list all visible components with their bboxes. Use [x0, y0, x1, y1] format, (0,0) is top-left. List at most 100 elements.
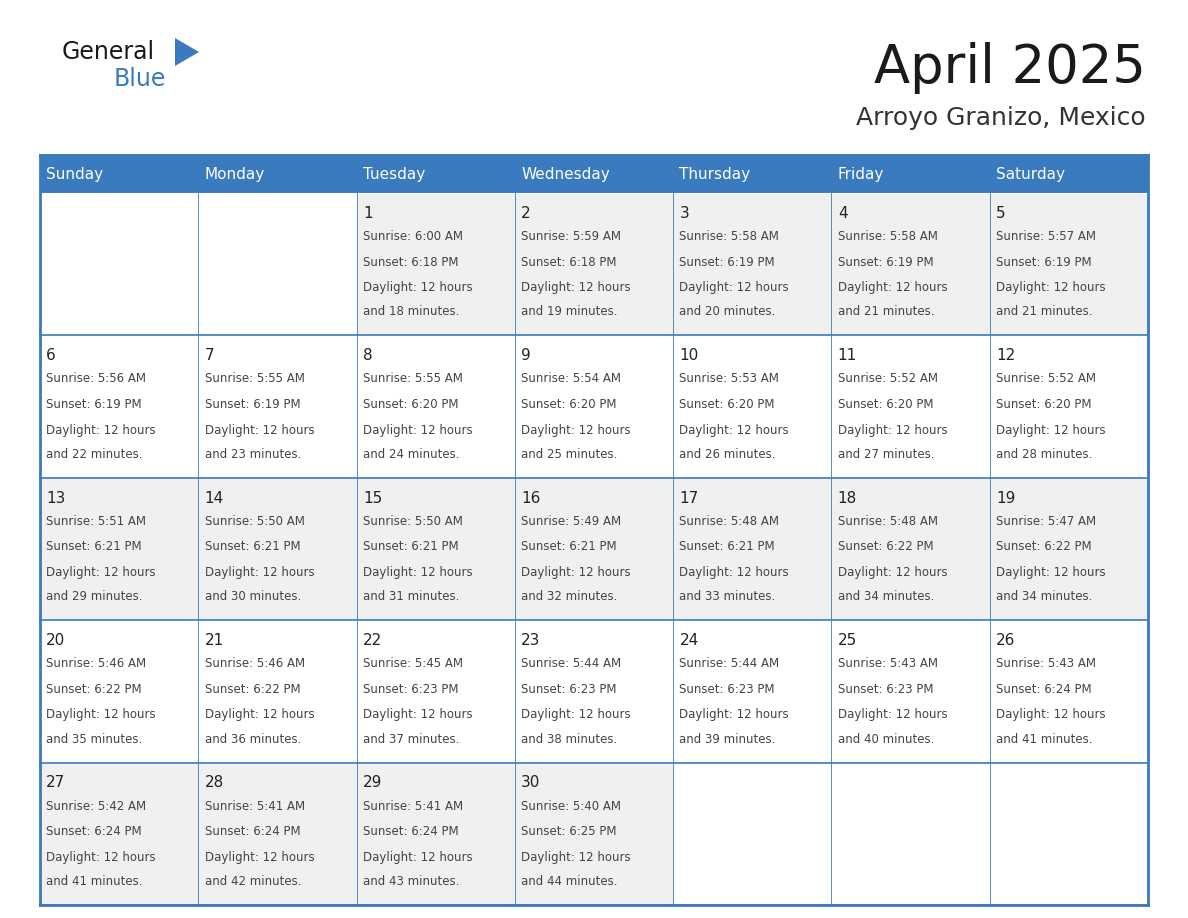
Text: 13: 13: [46, 490, 65, 506]
Text: Daylight: 12 hours: Daylight: 12 hours: [996, 281, 1106, 295]
Text: Daylight: 12 hours: Daylight: 12 hours: [204, 851, 315, 864]
Text: Friday: Friday: [838, 166, 884, 182]
Text: Daylight: 12 hours: Daylight: 12 hours: [362, 424, 473, 437]
Text: Sunrise: 5:52 AM: Sunrise: 5:52 AM: [838, 373, 937, 386]
Text: 22: 22: [362, 633, 383, 648]
Bar: [198, 763, 356, 905]
Text: Sunset: 6:23 PM: Sunset: 6:23 PM: [362, 683, 459, 696]
Text: Sunset: 6:19 PM: Sunset: 6:19 PM: [204, 398, 301, 411]
Text: and 24 minutes.: and 24 minutes.: [362, 448, 460, 461]
Text: 15: 15: [362, 490, 383, 506]
Text: and 35 minutes.: and 35 minutes.: [46, 733, 143, 745]
Text: 11: 11: [838, 348, 857, 364]
Text: 27: 27: [46, 776, 65, 790]
Text: and 21 minutes.: and 21 minutes.: [996, 306, 1093, 319]
Text: Sunrise: 5:40 AM: Sunrise: 5:40 AM: [522, 800, 621, 812]
Bar: [514, 477, 674, 621]
Text: Daylight: 12 hours: Daylight: 12 hours: [362, 851, 473, 864]
Text: Sunrise: 5:49 AM: Sunrise: 5:49 AM: [522, 515, 621, 528]
Text: Sunset: 6:18 PM: Sunset: 6:18 PM: [522, 255, 617, 269]
Bar: [990, 335, 1148, 477]
Text: Sunset: 6:21 PM: Sunset: 6:21 PM: [680, 541, 775, 554]
Bar: [514, 763, 674, 905]
Bar: [40, 763, 198, 905]
Text: Daylight: 12 hours: Daylight: 12 hours: [46, 709, 156, 722]
Text: 21: 21: [204, 633, 223, 648]
Text: Sunrise: 5:54 AM: Sunrise: 5:54 AM: [522, 373, 621, 386]
Text: Saturday: Saturday: [996, 166, 1066, 182]
Text: April 2025: April 2025: [874, 42, 1146, 94]
Text: and 19 minutes.: and 19 minutes.: [522, 306, 618, 319]
Bar: [832, 477, 990, 621]
Text: and 36 minutes.: and 36 minutes.: [204, 733, 301, 745]
Text: Sunset: 6:19 PM: Sunset: 6:19 PM: [996, 255, 1092, 269]
Text: Daylight: 12 hours: Daylight: 12 hours: [204, 566, 315, 579]
Text: 12: 12: [996, 348, 1016, 364]
Text: and 26 minutes.: and 26 minutes.: [680, 448, 776, 461]
Text: Sunrise: 5:57 AM: Sunrise: 5:57 AM: [996, 230, 1097, 243]
Text: Sunrise: 5:43 AM: Sunrise: 5:43 AM: [838, 657, 937, 670]
Bar: [990, 621, 1148, 763]
Text: and 39 minutes.: and 39 minutes.: [680, 733, 776, 745]
Text: Daylight: 12 hours: Daylight: 12 hours: [46, 424, 156, 437]
Text: Daylight: 12 hours: Daylight: 12 hours: [680, 281, 789, 295]
Text: Sunset: 6:19 PM: Sunset: 6:19 PM: [46, 398, 141, 411]
Text: and 38 minutes.: and 38 minutes.: [522, 733, 618, 745]
Text: and 31 minutes.: and 31 minutes.: [362, 590, 460, 603]
Text: Daylight: 12 hours: Daylight: 12 hours: [46, 566, 156, 579]
Text: Sunrise: 5:48 AM: Sunrise: 5:48 AM: [680, 515, 779, 528]
Text: Sunrise: 5:46 AM: Sunrise: 5:46 AM: [204, 657, 305, 670]
Text: Sunset: 6:22 PM: Sunset: 6:22 PM: [46, 683, 141, 696]
Text: General: General: [62, 40, 156, 64]
Text: and 41 minutes.: and 41 minutes.: [46, 875, 143, 888]
Text: Sunrise: 5:46 AM: Sunrise: 5:46 AM: [46, 657, 146, 670]
Text: Daylight: 12 hours: Daylight: 12 hours: [680, 566, 789, 579]
Bar: [40, 335, 198, 477]
Bar: [514, 193, 674, 335]
Text: Daylight: 12 hours: Daylight: 12 hours: [522, 281, 631, 295]
Text: Blue: Blue: [114, 67, 166, 91]
Polygon shape: [175, 38, 200, 66]
Text: 5: 5: [996, 206, 1006, 221]
Bar: [40, 193, 198, 335]
Text: 8: 8: [362, 348, 373, 364]
Text: 29: 29: [362, 776, 383, 790]
Bar: [674, 477, 832, 621]
Text: Daylight: 12 hours: Daylight: 12 hours: [996, 424, 1106, 437]
Text: 17: 17: [680, 490, 699, 506]
Bar: [356, 621, 514, 763]
Text: and 33 minutes.: and 33 minutes.: [680, 590, 776, 603]
Text: 24: 24: [680, 633, 699, 648]
Text: Daylight: 12 hours: Daylight: 12 hours: [522, 709, 631, 722]
Text: Daylight: 12 hours: Daylight: 12 hours: [46, 851, 156, 864]
Text: 1: 1: [362, 206, 373, 221]
Text: Sunset: 6:23 PM: Sunset: 6:23 PM: [680, 683, 775, 696]
Text: Sunset: 6:25 PM: Sunset: 6:25 PM: [522, 825, 617, 838]
Bar: [198, 477, 356, 621]
Text: 4: 4: [838, 206, 847, 221]
Text: and 27 minutes.: and 27 minutes.: [838, 448, 934, 461]
Bar: [40, 621, 198, 763]
Text: and 29 minutes.: and 29 minutes.: [46, 590, 143, 603]
Text: 14: 14: [204, 490, 223, 506]
Text: Sunset: 6:22 PM: Sunset: 6:22 PM: [996, 541, 1092, 554]
Text: Sunset: 6:20 PM: Sunset: 6:20 PM: [522, 398, 617, 411]
Text: Sunset: 6:19 PM: Sunset: 6:19 PM: [680, 255, 775, 269]
Text: 18: 18: [838, 490, 857, 506]
Bar: [674, 193, 832, 335]
Text: Sunset: 6:20 PM: Sunset: 6:20 PM: [996, 398, 1092, 411]
Text: and 44 minutes.: and 44 minutes.: [522, 875, 618, 888]
Text: Sunset: 6:20 PM: Sunset: 6:20 PM: [680, 398, 775, 411]
Text: Sunrise: 5:44 AM: Sunrise: 5:44 AM: [522, 657, 621, 670]
Text: Sunrise: 5:55 AM: Sunrise: 5:55 AM: [204, 373, 304, 386]
Text: and 21 minutes.: and 21 minutes.: [838, 306, 934, 319]
Text: and 22 minutes.: and 22 minutes.: [46, 448, 143, 461]
Text: and 30 minutes.: and 30 minutes.: [204, 590, 301, 603]
Text: Sunrise: 5:52 AM: Sunrise: 5:52 AM: [996, 373, 1097, 386]
Text: Sunrise: 5:41 AM: Sunrise: 5:41 AM: [204, 800, 305, 812]
Text: Sunrise: 5:45 AM: Sunrise: 5:45 AM: [362, 657, 463, 670]
Text: Daylight: 12 hours: Daylight: 12 hours: [204, 709, 315, 722]
Text: and 25 minutes.: and 25 minutes.: [522, 448, 618, 461]
Text: Daylight: 12 hours: Daylight: 12 hours: [996, 566, 1106, 579]
Text: Wednesday: Wednesday: [522, 166, 609, 182]
